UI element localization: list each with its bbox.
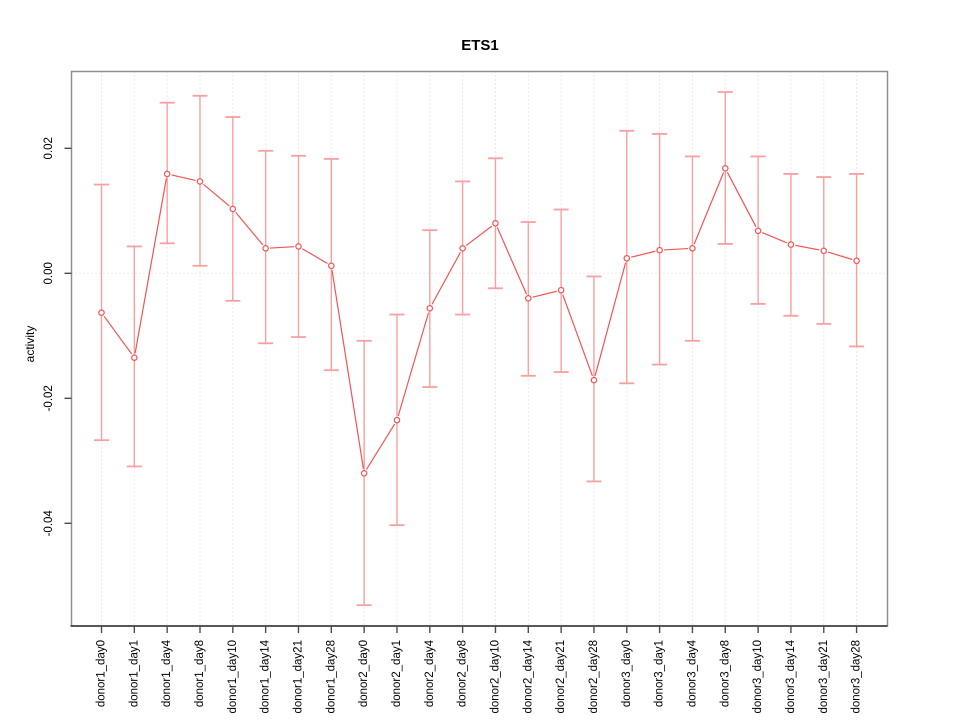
x-tick-label: donor1_day0 (96, 640, 108, 707)
x-tick-label: donor2_day14 (522, 639, 534, 713)
y-tick-label: -0.04 (43, 510, 55, 537)
x-tick-label: donor1_day10 (227, 640, 239, 714)
x-tick-label: donor3_day10 (752, 640, 764, 714)
data-point-marker (131, 354, 138, 361)
data-point-marker (360, 469, 368, 477)
x-tick-label: donor3_day28 (851, 640, 863, 714)
x-tick-label: donor1_day8 (194, 640, 206, 707)
data-point-marker (853, 257, 860, 265)
x-tick-label: donor2_day0 (358, 640, 370, 707)
x-tick-label: donor1_day4 (161, 639, 173, 707)
series-line-segment (235, 211, 264, 246)
series-line-segment (664, 247, 688, 251)
series-line-segment (397, 312, 430, 417)
data-point-marker (721, 165, 729, 172)
series-line-segment (762, 231, 788, 244)
data-point-marker (689, 245, 696, 252)
x-tick-label: donor2_day28 (588, 640, 600, 714)
data-point-marker (328, 262, 335, 270)
data-point-marker (426, 304, 434, 312)
x-tick-label: donor3_day8 (719, 640, 731, 707)
x-tick-label: donor2_day10 (489, 640, 501, 714)
data-point-marker (557, 286, 565, 294)
data-point-marker (524, 294, 532, 302)
x-tick-label: donor2_day8 (457, 640, 469, 707)
series-line-segment (431, 251, 461, 305)
series-line-segment (331, 270, 365, 469)
series-line-segment (562, 294, 593, 377)
series-line-segment (203, 183, 230, 207)
x-tick-label: donor1_day28 (325, 640, 337, 714)
data-point-marker (196, 178, 204, 185)
data-point-marker (98, 309, 105, 316)
series-line-segment (365, 423, 396, 470)
y-tick-label: 0.02 (43, 137, 55, 159)
data-point-marker (492, 220, 499, 227)
x-tick-label: donor3_day1 (654, 640, 666, 707)
x-tick-label: donor3_day0 (621, 640, 633, 707)
x-tick-label: donor3_day21 (818, 640, 830, 714)
series-line-segment (631, 250, 656, 258)
chart-title: ETS1 (461, 37, 499, 54)
data-point-marker (459, 245, 466, 252)
series-line-segment (795, 244, 820, 251)
series-line-segment (134, 178, 167, 354)
series-line-segment (302, 248, 328, 265)
data-point-marker (787, 241, 795, 248)
data-point-marker (295, 243, 302, 250)
y-tick-label: 0.00 (43, 262, 55, 284)
series-line-segment (726, 172, 757, 228)
series-line-segment (171, 174, 196, 182)
data-point-marker (163, 170, 171, 178)
data-point-marker (820, 247, 828, 255)
series-line-segment (465, 225, 493, 247)
x-tick-label: donor2_day4 (424, 639, 436, 707)
series-line-segment (693, 172, 725, 245)
y-tick-label: -0.02 (43, 385, 55, 411)
data-point-marker (754, 227, 762, 235)
data-point-marker (590, 376, 598, 384)
x-tick-label: donor1_day21 (292, 640, 304, 714)
x-tick-label: donor1_day14 (260, 639, 272, 713)
data-point-marker (623, 254, 631, 262)
x-tick-label: donor1_day1 (128, 640, 140, 707)
data-point-marker (262, 245, 269, 252)
x-tick-label: donor2_day1 (391, 640, 403, 707)
data-point-marker (656, 246, 663, 254)
series-line-segment (496, 227, 528, 295)
series-line-segment (827, 251, 853, 261)
series-line-segment (270, 246, 295, 249)
x-tick-label: donor3_day14 (785, 639, 797, 713)
x-tick-label: donor3_day4 (686, 639, 698, 707)
series-line-segment (532, 290, 557, 298)
data-point-marker (393, 416, 401, 424)
series-line-segment (103, 315, 133, 355)
x-tick-label: donor2_day21 (555, 640, 567, 714)
plot-border (70, 70, 889, 627)
series-line-segment (594, 262, 627, 376)
data-point-marker (229, 205, 237, 213)
